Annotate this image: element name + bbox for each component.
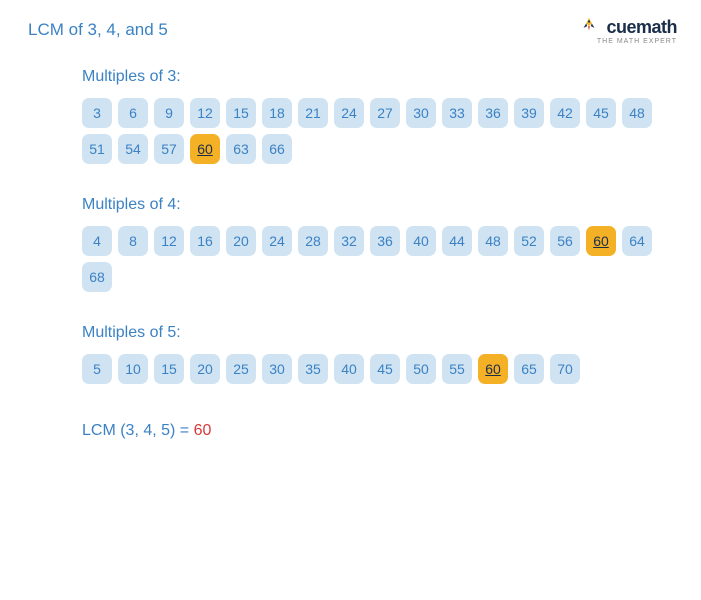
multiple-chip: 6 [118,98,148,128]
multiple-chip: 33 [442,98,472,128]
multiple-chip: 28 [298,226,328,256]
result-label: LCM (3, 4, 5) [82,422,175,439]
multiple-chip: 39 [514,98,544,128]
rocket-icon [578,16,600,38]
multiple-chip: 57 [154,134,184,164]
section-label: Multiples of 5: [82,324,673,342]
result-line: LCM (3, 4, 5) = 60 [82,422,673,440]
multiple-chip: 20 [190,354,220,384]
multiple-chip: 55 [442,354,472,384]
multiple-chip: 15 [226,98,256,128]
result-equals: = [175,422,193,439]
result-value: 60 [194,422,212,439]
multiple-chip: 66 [262,134,292,164]
multiple-chip: 27 [370,98,400,128]
multiple-chip: 24 [334,98,364,128]
multiple-chip: 60 [478,354,508,384]
multiple-chip: 48 [478,226,508,256]
brand-logo: cuemath THE MATH EXPERT [578,16,677,38]
multiple-chip: 8 [118,226,148,256]
multiple-chip: 65 [514,354,544,384]
page-title: LCM of 3, 4, and 5 [28,20,673,40]
multiple-chip: 70 [550,354,580,384]
multiple-chip: 35 [298,354,328,384]
multiple-chip: 25 [226,354,256,384]
multiple-chip: 42 [550,98,580,128]
multiple-chip: 50 [406,354,436,384]
multiple-chip: 52 [514,226,544,256]
multiple-chip: 56 [550,226,580,256]
multiple-chip: 16 [190,226,220,256]
multiple-chip: 68 [82,262,112,292]
chip-row: 48121620242832364044485256606468 [82,226,662,292]
multiples-section: Multiples of 5: 5101520253035404550556065… [82,324,673,384]
multiple-chip: 45 [586,98,616,128]
multiple-chip: 9 [154,98,184,128]
multiple-chip: 10 [118,354,148,384]
multiple-chip: 36 [370,226,400,256]
multiple-chip: 5 [82,354,112,384]
multiple-chip: 54 [118,134,148,164]
multiple-chip: 40 [406,226,436,256]
multiple-chip: 15 [154,354,184,384]
multiple-chip: 21 [298,98,328,128]
multiple-chip: 20 [226,226,256,256]
multiple-chip: 40 [334,354,364,384]
multiple-chip: 48 [622,98,652,128]
multiple-chip: 36 [478,98,508,128]
chip-row: 510152025303540455055606570 [82,354,662,384]
multiple-chip: 60 [586,226,616,256]
multiple-chip: 64 [622,226,652,256]
logo-tagline: THE MATH EXPERT [597,38,677,45]
section-label: Multiples of 4: [82,196,673,214]
multiple-chip: 30 [406,98,436,128]
multiples-section: Multiples of 3:3691215182124273033363942… [82,68,673,164]
multiple-chip: 60 [190,134,220,164]
chip-row: 3691215182124273033363942454851545760636… [82,98,662,164]
logo-text: cuemath [606,17,677,38]
multiple-chip: 12 [154,226,184,256]
multiple-chip: 32 [334,226,364,256]
multiples-section: Multiples of 4:4812162024283236404448525… [82,196,673,292]
multiple-chip: 51 [82,134,112,164]
multiple-chip: 44 [442,226,472,256]
multiple-chip: 24 [262,226,292,256]
multiple-chip: 45 [370,354,400,384]
multiple-chip: 4 [82,226,112,256]
multiple-chip: 63 [226,134,256,164]
multiple-chip: 12 [190,98,220,128]
multiple-chip: 18 [262,98,292,128]
multiple-chip: 3 [82,98,112,128]
multiple-chip: 30 [262,354,292,384]
section-label: Multiples of 3: [82,68,673,86]
